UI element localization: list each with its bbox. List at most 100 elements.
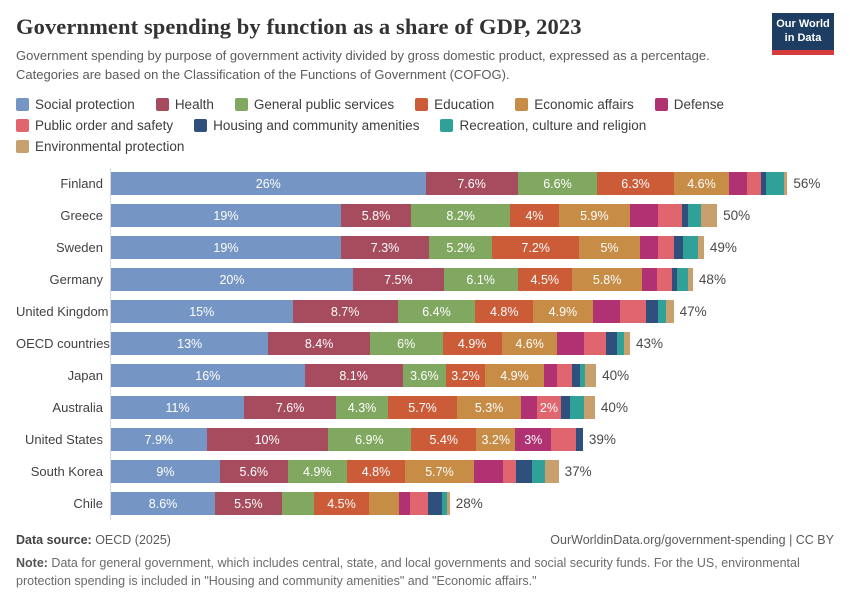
bar-segment-social-protection[interactable]: 19% [111,204,341,228]
bar-segment-economic-affairs[interactable]: 5.9% [558,204,631,228]
bar-segment-social-protection[interactable]: 8.6% [111,492,216,516]
bar-segment-public-order-and-safety[interactable] [584,332,606,356]
bar-segment-defense[interactable] [521,396,537,420]
bar-segment-economic-affairs[interactable]: 5.7% [405,460,474,484]
legend-item-health[interactable]: Health [155,97,214,112]
bar-segment-health[interactable]: 8.7% [292,300,398,324]
bar-segment-social-protection[interactable]: 15% [111,300,293,324]
bar-segment-economic-affairs[interactable] [368,492,399,516]
bar-segment-education[interactable]: 7.2% [492,236,580,260]
bar-segment-defense[interactable] [544,364,558,388]
bar-segment-defense[interactable] [473,460,503,484]
bar-segment-education[interactable]: 4.5% [314,492,369,516]
bar-segment-education[interactable]: 4.8% [475,300,534,324]
bar-segment-economic-affairs[interactable]: 3.2% [476,428,516,452]
bar-segment-education[interactable]: 5.7% [388,396,458,420]
bar-segment-defense[interactable] [630,204,658,228]
bar-segment-recreation-culture-and-religion[interactable] [580,364,586,388]
bar-segment-defense[interactable] [592,300,621,324]
bar-segment-economic-affairs[interactable]: 4.9% [533,300,593,324]
bar-segment-social-protection[interactable]: 11% [111,396,245,420]
legend-item-general-public-services[interactable]: General public services [234,97,394,112]
bar-segment-public-order-and-safety[interactable] [657,236,674,260]
bar-segment-social-protection[interactable]: 19% [111,236,341,260]
bar-segment-public-order-and-safety[interactable] [409,492,428,516]
bar-segment-recreation-culture-and-religion[interactable] [683,236,698,260]
bar-segment-health[interactable]: 7.6% [425,172,518,196]
bar-segment-defense[interactable] [398,492,410,516]
bar-segment-general-public-services[interactable]: 4.3% [336,396,389,420]
bar-segment-economic-affairs[interactable]: 4.6% [501,332,558,356]
bar-segment-economic-affairs[interactable]: 5% [579,236,640,260]
bar-segment-general-public-services[interactable]: 8.2% [411,204,511,228]
bar-segment-general-public-services[interactable]: 6% [369,332,443,356]
bar-segment-economic-affairs[interactable]: 5.8% [571,268,643,292]
bar-segment-housing-and-community-amenities[interactable] [673,236,684,260]
bar-segment-social-protection[interactable]: 9% [111,460,220,484]
bar-segment-environmental-protection[interactable] [783,172,788,196]
legend-item-housing-and-community-amenities[interactable]: Housing and community amenities [194,118,419,133]
bar-segment-social-protection[interactable]: 13% [111,332,269,356]
bar-segment-general-public-services[interactable]: 6.4% [397,300,476,324]
bar-segment-health[interactable]: 5.8% [340,204,412,228]
bar-segment-social-protection[interactable]: 7.9% [111,428,207,452]
bar-segment-public-order-and-safety[interactable] [657,204,683,228]
legend-item-defense[interactable]: Defense [654,97,724,112]
bar-segment-recreation-culture-and-religion[interactable] [569,396,585,420]
bar-segment-education[interactable]: 4.5% [517,268,572,292]
bar-segment-public-order-and-safety[interactable] [557,364,572,388]
bar-segment-defense[interactable] [639,236,658,260]
bar-segment-housing-and-community-amenities[interactable] [516,460,533,484]
bar-segment-education[interactable]: 6.3% [597,172,674,196]
bar-segment-health[interactable]: 8.4% [268,332,370,356]
bar-segment-education[interactable]: 5.4% [411,428,477,452]
legend-item-public-order-and-safety[interactable]: Public order and safety [16,118,173,133]
bar-segment-environmental-protection[interactable] [585,364,597,388]
bar-segment-social-protection[interactable]: 20% [111,268,353,292]
bar-segment-health[interactable]: 10% [206,428,328,452]
legend-item-environmental-protection[interactable]: Environmental protection [16,139,184,154]
bar-segment-health[interactable]: 5.5% [215,492,282,516]
bar-segment-education[interactable]: 3.2% [446,364,485,388]
bar-segment-housing-and-community-amenities[interactable] [427,492,443,516]
bar-segment-public-order-and-safety[interactable] [620,300,646,324]
bar-segment-public-order-and-safety[interactable] [656,268,673,292]
bar-segment-recreation-culture-and-religion[interactable] [532,460,546,484]
bar-segment-environmental-protection[interactable] [545,460,559,484]
bar-segment-economic-affairs[interactable]: 4.6% [673,172,730,196]
bar-segment-social-protection[interactable]: 16% [111,364,305,388]
credit-link[interactable]: OurWorldinData.org/government-spending |… [550,532,834,547]
bar-segment-public-order-and-safety[interactable]: 2% [536,396,562,420]
bar-segment-environmental-protection[interactable] [623,332,630,356]
bar-segment-recreation-culture-and-religion[interactable] [616,332,624,356]
bar-segment-social-protection[interactable]: 26% [111,172,426,196]
bar-segment-public-order-and-safety[interactable] [551,428,576,452]
bar-segment-economic-affairs[interactable]: 5.3% [457,396,522,420]
bar-segment-defense[interactable] [557,332,585,356]
bar-segment-recreation-culture-and-religion[interactable] [657,300,667,324]
bar-segment-housing-and-community-amenities[interactable] [645,300,658,324]
bar-segment-education[interactable]: 4% [510,204,559,228]
bar-segment-economic-affairs[interactable]: 4.9% [484,364,545,388]
bar-segment-defense[interactable]: 3% [515,428,552,452]
bar-segment-housing-and-community-amenities[interactable] [760,172,766,196]
bar-segment-housing-and-community-amenities[interactable] [672,268,678,292]
bar-segment-health[interactable]: 7.3% [340,236,430,260]
bar-segment-recreation-culture-and-religion[interactable] [442,492,448,516]
bar-segment-general-public-services[interactable]: 3.6% [402,364,447,388]
bar-segment-recreation-culture-and-religion[interactable] [677,268,689,292]
bar-segment-general-public-services[interactable]: 4.9% [287,460,347,484]
bar-segment-environmental-protection[interactable] [688,268,693,292]
bar-segment-housing-and-community-amenities[interactable] [575,428,583,452]
bar-segment-defense[interactable] [642,268,657,292]
legend-item-recreation-culture-and-religion[interactable]: Recreation, culture and religion [440,118,646,133]
bar-segment-recreation-culture-and-religion[interactable] [688,204,702,228]
bar-segment-health[interactable]: 5.6% [219,460,288,484]
legend-item-economic-affairs[interactable]: Economic affairs [515,97,634,112]
bar-segment-education[interactable]: 4.9% [442,332,502,356]
bar-segment-general-public-services[interactable]: 5.2% [429,236,493,260]
bar-segment-environmental-protection[interactable] [666,300,674,324]
bar-segment-defense[interactable] [729,172,748,196]
bar-segment-housing-and-community-amenities[interactable] [561,396,570,420]
bar-segment-environmental-protection[interactable] [697,236,704,260]
